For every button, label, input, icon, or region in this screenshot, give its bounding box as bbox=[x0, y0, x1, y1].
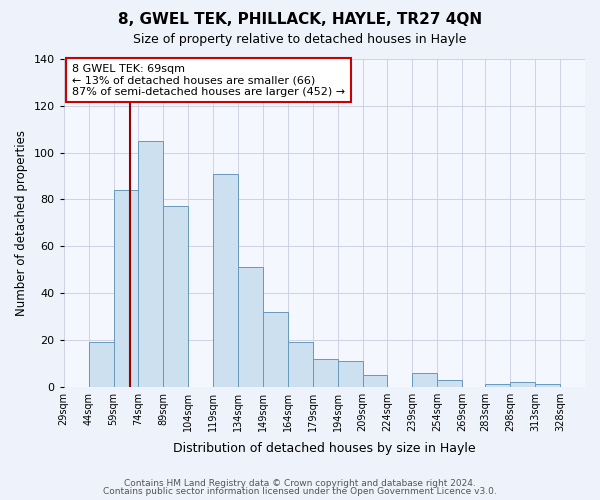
Text: Size of property relative to detached houses in Hayle: Size of property relative to detached ho… bbox=[133, 32, 467, 46]
Bar bbox=[412, 372, 437, 386]
Bar bbox=[139, 141, 163, 386]
Bar bbox=[288, 342, 313, 386]
Bar bbox=[89, 342, 113, 386]
Bar bbox=[362, 375, 388, 386]
Bar bbox=[213, 174, 238, 386]
Y-axis label: Number of detached properties: Number of detached properties bbox=[15, 130, 28, 316]
Bar bbox=[437, 380, 462, 386]
Text: 8, GWEL TEK, PHILLACK, HAYLE, TR27 4QN: 8, GWEL TEK, PHILLACK, HAYLE, TR27 4QN bbox=[118, 12, 482, 28]
Bar bbox=[313, 358, 338, 386]
Bar bbox=[535, 384, 560, 386]
Bar bbox=[238, 268, 263, 386]
Bar bbox=[163, 206, 188, 386]
Bar bbox=[113, 190, 139, 386]
Text: Contains HM Land Registry data © Crown copyright and database right 2024.: Contains HM Land Registry data © Crown c… bbox=[124, 478, 476, 488]
X-axis label: Distribution of detached houses by size in Hayle: Distribution of detached houses by size … bbox=[173, 442, 476, 455]
Bar bbox=[510, 382, 535, 386]
Bar bbox=[263, 312, 288, 386]
Bar bbox=[338, 361, 362, 386]
Bar bbox=[485, 384, 510, 386]
Text: Contains public sector information licensed under the Open Government Licence v3: Contains public sector information licen… bbox=[103, 487, 497, 496]
Text: 8 GWEL TEK: 69sqm
← 13% of detached houses are smaller (66)
87% of semi-detached: 8 GWEL TEK: 69sqm ← 13% of detached hous… bbox=[72, 64, 345, 97]
